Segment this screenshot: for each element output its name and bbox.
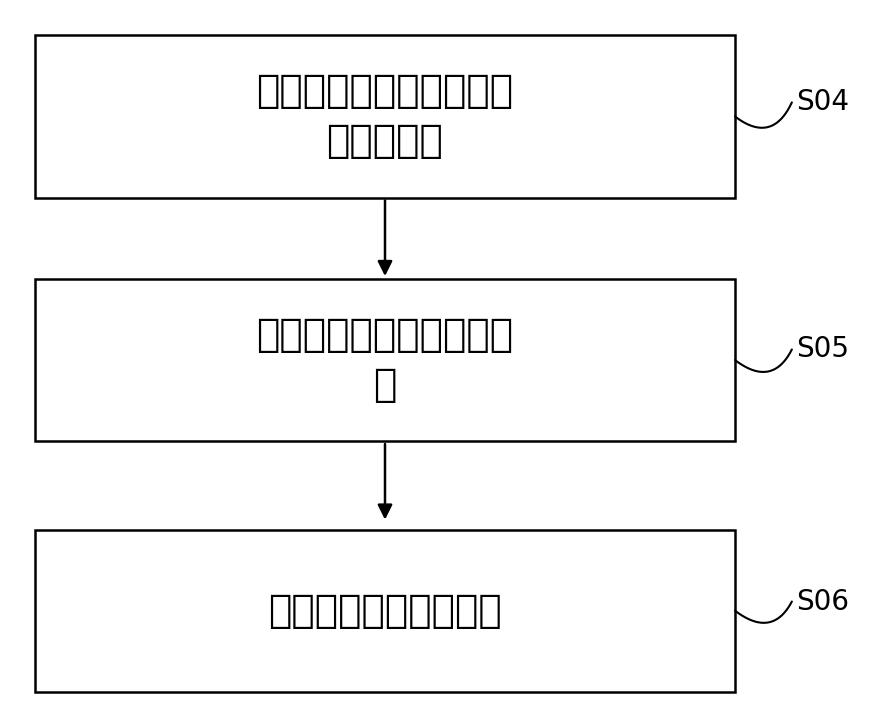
Text: 将导电浆料印制在绝缘膜
上: 将导电浆料印制在绝缘膜 上	[256, 316, 514, 404]
Bar	[35, 279, 735, 441]
Text: S04: S04	[796, 88, 850, 116]
Text: 提供具有绝缘膜的晶体硅
半导体元件: 提供具有绝缘膜的晶体硅 半导体元件	[256, 73, 514, 160]
Text: 干燥、烧结、冷却处理: 干燥、烧结、冷却处理	[268, 592, 502, 630]
Bar	[35, 35, 735, 198]
Text: S06: S06	[796, 587, 850, 616]
Text: S05: S05	[796, 335, 850, 364]
Bar	[35, 530, 735, 692]
